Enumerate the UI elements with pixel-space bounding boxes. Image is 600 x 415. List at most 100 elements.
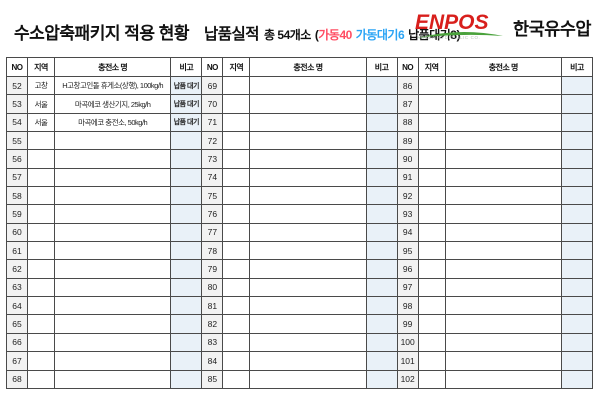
station-cell <box>53 369 172 389</box>
region-cell <box>222 186 251 206</box>
note-cell <box>365 167 398 188</box>
no-cell: 77 <box>201 222 224 243</box>
station-cell <box>444 369 563 389</box>
region-cell <box>27 186 55 206</box>
region-cell: 서울 <box>27 94 55 114</box>
note-cell <box>170 314 203 334</box>
note-cell <box>561 75 593 96</box>
region-cell <box>222 277 251 298</box>
note-cell <box>561 131 593 151</box>
station-cell <box>249 75 367 96</box>
note-cell <box>365 222 398 243</box>
note-cell <box>365 112 398 133</box>
no-cell: 63 <box>6 277 28 298</box>
region-cell <box>222 296 251 316</box>
note-cell: 납품 대기 <box>170 94 203 114</box>
station-cell <box>53 351 172 371</box>
note-cell <box>170 296 203 316</box>
station-cell <box>249 167 367 188</box>
column-header: 비고 <box>365 57 398 77</box>
region-cell: 고창 <box>27 75 55 96</box>
station-cell <box>444 351 563 371</box>
region-cell <box>417 369 446 389</box>
region-cell <box>27 259 55 279</box>
no-cell: 94 <box>396 222 419 243</box>
note-cell <box>365 149 398 169</box>
station-cell <box>444 259 563 279</box>
station-cell <box>444 75 563 96</box>
region-cell <box>27 131 55 151</box>
region-cell <box>222 167 251 188</box>
no-cell: 65 <box>6 314 28 334</box>
note-cell <box>170 259 203 279</box>
station-cell <box>444 131 563 151</box>
station-cell <box>53 259 172 279</box>
table-row: 53 서울 마곡에코 생산기지, 25kg/h 납품 대기 70 87 <box>6 94 593 114</box>
no-cell: 102 <box>396 369 419 389</box>
note-cell <box>561 314 593 334</box>
logo-swoosh-icon <box>417 31 503 38</box>
table-row: 52 고창 H고창고인돌 휴게소(상행), 100kg/h 납품 대기 69 86 <box>6 75 593 96</box>
note-cell <box>365 241 398 261</box>
note-cell <box>170 131 203 151</box>
region-cell <box>27 149 55 169</box>
table-row: 62 79 96 <box>6 259 593 279</box>
column-header: 지역 <box>222 57 251 77</box>
station-cell <box>249 332 367 353</box>
note-cell <box>365 204 398 224</box>
station-cell <box>249 204 367 224</box>
region-cell <box>222 259 251 279</box>
table-row: 58 75 92 <box>6 186 593 206</box>
region-cell <box>222 241 251 261</box>
no-cell: 89 <box>396 131 419 151</box>
station-cell <box>249 369 367 389</box>
no-cell: 56 <box>6 149 28 169</box>
stat-paren-open: ( <box>314 28 319 42</box>
note-cell <box>170 222 203 243</box>
column-header: 비고 <box>561 57 593 77</box>
note-cell <box>365 296 398 316</box>
no-cell: 95 <box>396 241 419 261</box>
note-cell <box>561 296 593 316</box>
enpos-wordmark: ENPOS <box>415 11 489 34</box>
station-cell <box>249 314 367 334</box>
table-row: 65 82 99 <box>6 314 593 334</box>
logo-tagline: KOREA HYDRAULIC CO. <box>417 35 481 40</box>
no-cell: 66 <box>6 332 28 353</box>
table-row: 67 84 101 <box>6 351 593 371</box>
no-cell: 83 <box>201 332 224 353</box>
note-cell <box>561 241 593 261</box>
no-cell: 85 <box>201 369 224 389</box>
no-cell: 96 <box>396 259 419 279</box>
station-cell <box>53 186 172 206</box>
no-cell: 62 <box>6 259 28 279</box>
note-cell <box>365 277 398 298</box>
no-cell: 82 <box>201 314 224 334</box>
station-cell <box>249 296 367 316</box>
no-cell: 90 <box>396 149 419 169</box>
station-cell <box>444 112 563 133</box>
table-row: 64 81 98 <box>6 296 593 316</box>
note-cell <box>365 131 398 151</box>
region-cell <box>417 259 446 279</box>
document-header: 수소압축패키지 적용 현황 납품실적 총 54개소 ( 가동40 가동대기6 납… <box>14 19 460 44</box>
note-cell <box>561 204 593 224</box>
station-cell <box>53 204 172 224</box>
region-cell <box>27 314 55 334</box>
station-cell <box>444 186 563 206</box>
region-cell <box>417 204 446 224</box>
region-cell <box>222 94 251 114</box>
note-cell <box>365 259 398 279</box>
station-cell <box>444 204 563 224</box>
no-cell: 61 <box>6 241 28 261</box>
no-cell: 54 <box>6 112 28 133</box>
region-cell <box>417 277 446 298</box>
station-table: NO 지역 충전소 명 비고 NO 지역 충전소 명 비고 NO 지역 충전소 명 비고 52 고창 H고… <box>6 57 593 389</box>
region-cell <box>222 204 251 224</box>
note-cell <box>170 277 203 298</box>
no-cell: 92 <box>396 186 419 206</box>
station-cell <box>53 131 172 151</box>
no-cell: 79 <box>201 259 224 279</box>
column-header: 충전소 명 <box>444 57 563 77</box>
